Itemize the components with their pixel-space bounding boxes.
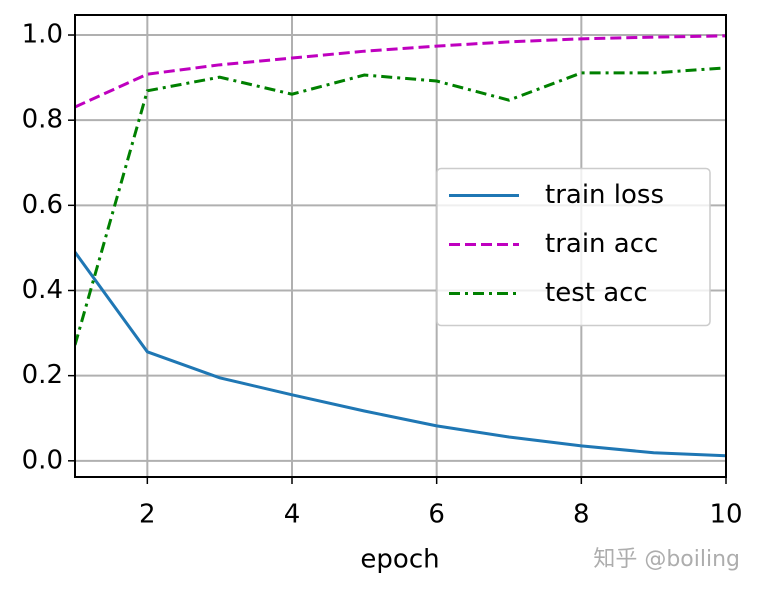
x-axis-label: epoch: [360, 545, 439, 575]
y-tick-label: 0.6: [22, 190, 63, 220]
x-tick-label: 6: [428, 500, 445, 530]
x-tick-label: 4: [284, 500, 301, 530]
plot-frame: [74, 14, 727, 478]
y-tick-label: 0.8: [22, 105, 63, 135]
x-tick-label: 10: [709, 500, 742, 530]
data-line: [75, 66, 726, 346]
legend-label: test acc: [545, 278, 648, 308]
watermark: 知乎 @boiling: [593, 547, 740, 572]
x-tick-label: 8: [573, 500, 590, 530]
data-line: [75, 34, 726, 109]
data-line: [75, 251, 726, 458]
legend-label: train loss: [545, 180, 664, 210]
y-tick-label: 0.2: [22, 360, 63, 390]
x-tick-label: 2: [139, 500, 156, 530]
y-tick-label: 0.4: [22, 275, 63, 305]
y-tick-label: 1.0: [22, 20, 63, 50]
y-tick-label: 0.0: [22, 445, 63, 475]
legend-label: train acc: [545, 229, 658, 259]
legend-box: [436, 167, 711, 327]
